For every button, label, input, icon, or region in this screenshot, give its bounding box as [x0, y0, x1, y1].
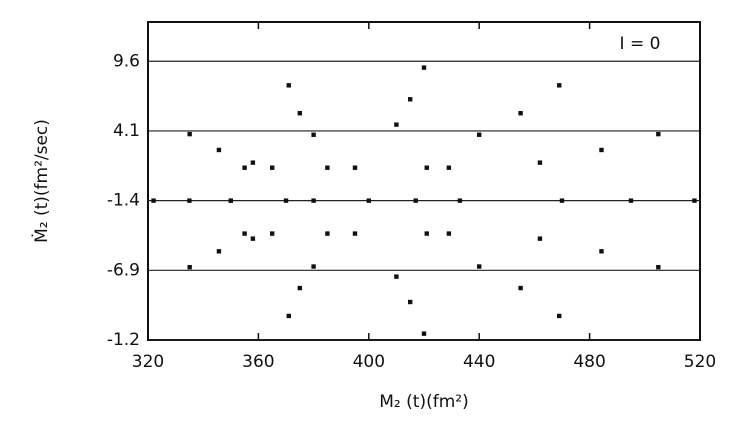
- point: [394, 122, 399, 127]
- x-tick-label: 400: [353, 352, 385, 372]
- y-tick-label: -6.9: [107, 260, 140, 280]
- y-axis-label: Ṁ₂ (t)(fm²/sec): [31, 119, 52, 243]
- x-tick-label: 320: [132, 352, 164, 372]
- x-tick-label: 360: [242, 352, 274, 372]
- point: [311, 264, 316, 269]
- point: [311, 132, 316, 137]
- point: [446, 165, 452, 170]
- point: [599, 147, 604, 153]
- point: [352, 165, 358, 170]
- x-axis-label: M₂ (t)(fm²): [379, 392, 468, 412]
- point: [250, 160, 256, 165]
- point: [537, 160, 543, 165]
- point: [283, 198, 289, 203]
- point: [297, 285, 302, 291]
- point: [446, 231, 452, 236]
- point: [413, 198, 418, 203]
- x-tick-label: 480: [573, 352, 605, 372]
- point: [408, 97, 413, 102]
- point: [424, 165, 429, 170]
- point: [325, 165, 330, 170]
- point: [408, 299, 413, 305]
- point: [656, 131, 661, 137]
- y-tick-label: 4.1: [113, 121, 140, 141]
- point: [270, 231, 275, 236]
- point: [557, 313, 562, 319]
- point: [457, 198, 463, 203]
- point: [151, 198, 156, 203]
- y-tick-label: -1.4: [107, 191, 140, 211]
- point: [518, 111, 523, 116]
- point: [228, 198, 233, 203]
- point: [270, 165, 275, 170]
- point: [366, 198, 371, 203]
- point: [518, 285, 523, 291]
- point: [242, 231, 247, 236]
- x-tick-label: 440: [463, 352, 495, 372]
- point: [242, 165, 247, 170]
- point: [537, 236, 543, 241]
- point: [557, 83, 562, 88]
- point: [599, 249, 604, 254]
- point: [628, 198, 634, 203]
- annotation: I = 0: [620, 34, 661, 54]
- point: [187, 198, 192, 203]
- point: [325, 231, 330, 236]
- point: [311, 198, 316, 203]
- point: [692, 198, 697, 203]
- point: [286, 83, 291, 88]
- point: [421, 331, 427, 336]
- point: [656, 264, 661, 270]
- point: [297, 111, 302, 116]
- point: [250, 236, 256, 241]
- point: [477, 132, 482, 137]
- point: [477, 264, 482, 269]
- point: [187, 131, 192, 137]
- point: [421, 65, 427, 70]
- point: [559, 198, 565, 203]
- point: [216, 147, 222, 153]
- point: [286, 313, 291, 319]
- point: [187, 264, 192, 270]
- x-tick-label: 520: [684, 352, 716, 372]
- point: [424, 231, 429, 236]
- point: [216, 249, 222, 254]
- y-tick-label: -1.2: [107, 330, 140, 350]
- y-tick-label: 9.6: [113, 51, 140, 71]
- point: [394, 274, 399, 279]
- point: [352, 231, 358, 236]
